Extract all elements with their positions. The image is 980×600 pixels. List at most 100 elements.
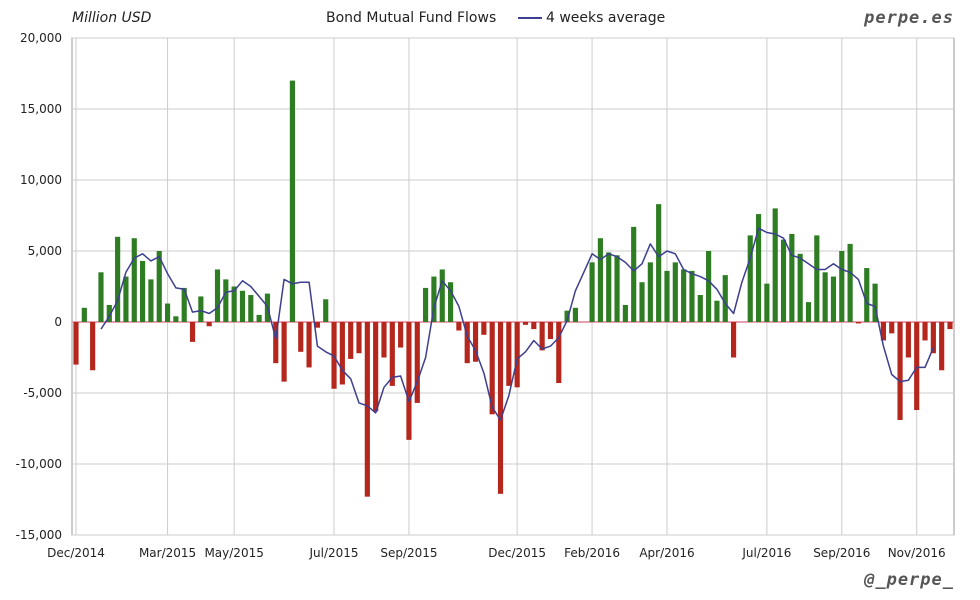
brand-watermark: perpe.es (864, 8, 954, 28)
flow-bar (223, 279, 229, 322)
x-tick-label: Nov/2016 (888, 546, 946, 560)
flow-bar (855, 322, 862, 324)
flow-bar (73, 322, 79, 365)
flow-bar (830, 276, 837, 322)
flow-bar (922, 322, 928, 341)
flow-bar (572, 307, 579, 322)
flow-bar (439, 269, 445, 322)
y-tick-label: 5,000 (28, 244, 62, 258)
flow-bar (880, 322, 886, 341)
flow-bar (298, 322, 304, 352)
flow-bar (106, 304, 112, 322)
chart-title: Bond Mutual Fund Flows (326, 10, 497, 26)
x-tick-label: Sep/2016 (813, 546, 870, 560)
flow-bar (797, 253, 803, 322)
flow-bar (531, 322, 537, 330)
flow-bar (681, 269, 687, 322)
flow-bar (522, 322, 529, 325)
legend: 4 weeks average (518, 10, 665, 26)
x-tick-label: Jul/2015 (309, 546, 359, 560)
flow-bar (822, 272, 828, 322)
flow-bar (356, 322, 362, 354)
flow-bar (123, 276, 129, 322)
flow-bar (789, 233, 795, 322)
flow-bar (672, 262, 678, 322)
x-tick-label: Dec/2014 (47, 546, 105, 560)
flow-bar (772, 208, 778, 322)
flow-bar (339, 322, 345, 385)
author-handle: @_perpe_ (864, 570, 954, 590)
flow-bar (697, 295, 703, 322)
flow-bar (805, 302, 812, 322)
flow-bar (864, 268, 870, 322)
flow-bar (456, 322, 462, 331)
flow-bar (398, 322, 404, 348)
flow-bar (173, 316, 179, 322)
flow-bar (239, 290, 246, 322)
flow-bar (323, 299, 329, 322)
flow-bar (914, 322, 920, 411)
flow-bar (181, 287, 187, 322)
flow-bar (839, 251, 845, 322)
x-tick-label: Dec/2015 (488, 546, 546, 560)
flow-bar (189, 322, 196, 342)
flow-bar (497, 322, 504, 494)
flow-bar (289, 80, 295, 322)
flow-bar (198, 296, 204, 322)
y-tick-label: 15,000 (20, 102, 62, 116)
flow-bar (755, 214, 762, 322)
flow-bar (206, 322, 212, 327)
flow-bar (930, 322, 936, 354)
flow-bar (281, 322, 287, 382)
flow-bar (706, 251, 712, 322)
flow-bar (872, 283, 878, 322)
flow-bar (506, 322, 512, 386)
flow-bar (814, 235, 820, 322)
flow-bar (847, 243, 853, 322)
flow-bar (373, 322, 379, 412)
flow-bar (722, 275, 728, 322)
flow-bar (897, 322, 903, 420)
flow-bar (631, 226, 637, 322)
flow-bar (664, 270, 670, 322)
flow-bar (81, 307, 87, 322)
flow-bar (639, 282, 645, 322)
flow-bar (381, 322, 387, 358)
flow-bar (90, 322, 96, 371)
y-tick-label: 20,000 (20, 31, 62, 45)
flow-bar (947, 322, 953, 330)
flow-bar (714, 300, 720, 322)
flow-bar (606, 252, 612, 322)
flow-bar (556, 322, 562, 384)
flow-bar (164, 303, 171, 322)
flow-bar (656, 204, 662, 322)
legend-line-swatch (518, 17, 542, 19)
y-tick-label: 0 (54, 315, 62, 329)
flow-bar (764, 283, 770, 322)
legend-label: 4 weeks average (546, 10, 666, 26)
flow-bar (747, 235, 753, 322)
flow-bar (273, 322, 279, 364)
average-line (100, 227, 935, 421)
y-tick-label: -5,000 (23, 386, 62, 400)
x-tick-label: Feb/2016 (564, 546, 620, 560)
flow-bar (131, 238, 137, 322)
flow-bar (647, 262, 653, 322)
x-tick-label: Sep/2015 (380, 546, 437, 560)
flow-bar (597, 238, 603, 322)
flow-bar (306, 322, 312, 368)
flow-bar (614, 255, 620, 322)
flow-bar (98, 272, 104, 322)
flow-bar (514, 322, 520, 388)
flow-bar (148, 279, 154, 322)
flow-bar (539, 322, 545, 351)
flow-bar (348, 322, 354, 359)
x-tick-label: May/2015 (204, 546, 263, 560)
flow-bar (780, 239, 787, 322)
flow-bar (905, 322, 911, 358)
flow-bar (889, 322, 895, 334)
x-tick-label: Mar/2015 (139, 546, 196, 560)
flow-bar (406, 322, 412, 440)
unit-label: Million USD (72, 10, 152, 26)
